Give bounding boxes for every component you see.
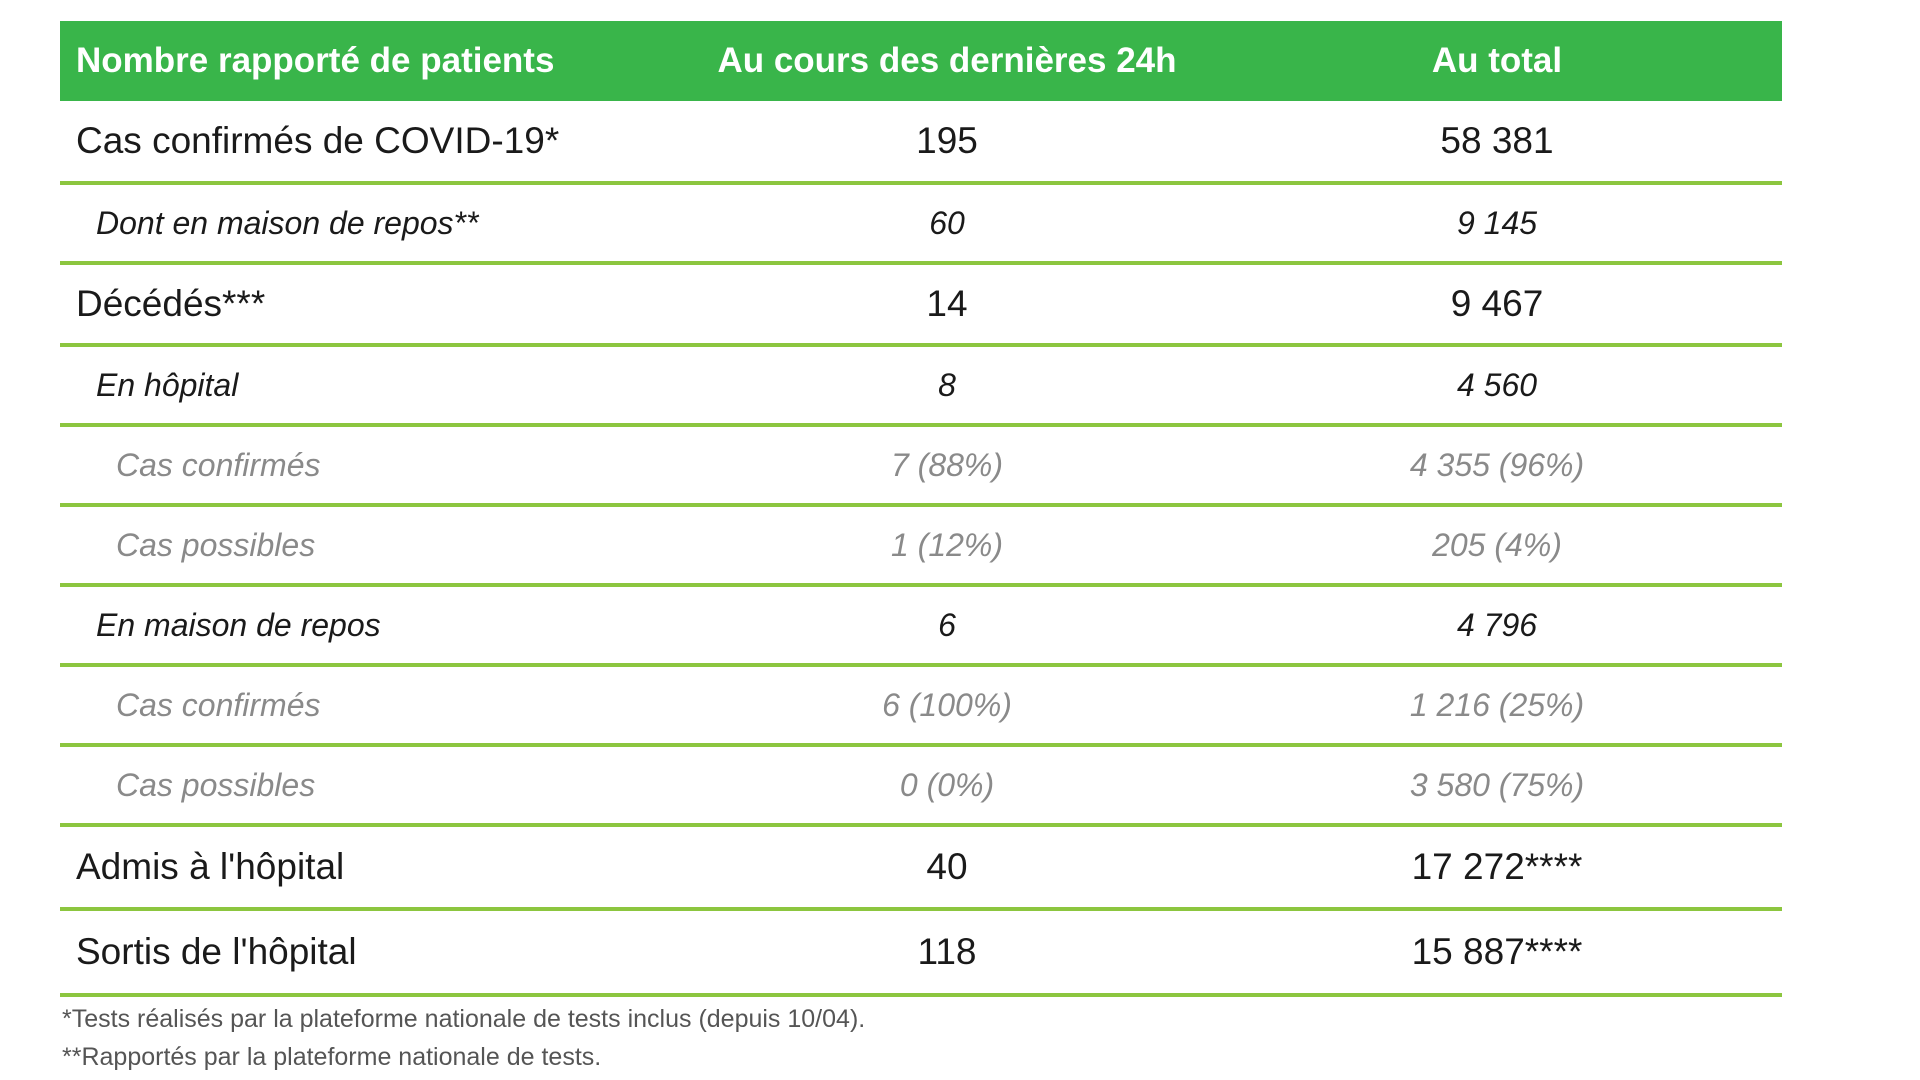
header-total: Au total (1431, 41, 1563, 80)
footnote-line: *Tests réalisés par la plateforme nation… (62, 1005, 866, 1033)
row-label: Admis à l'hôpital (60, 825, 682, 911)
table-row: Cas confirmés de COVID-19* 195 58 381 (60, 101, 1782, 185)
table-row: Cas possibles 0 (0%) 3 580 (75%) (60, 745, 1782, 827)
row-label: Sortis de l'hôpital (60, 909, 682, 997)
row-label: Cas confirmés (60, 425, 682, 507)
header-patients: Nombre rapporté de patients (76, 41, 555, 80)
row-total-value: 15 887**** (1212, 909, 1782, 997)
row-last-24h-value: 6 (100%) (682, 665, 1212, 747)
footnotes: *Tests réalisés par la plateforme nation… (62, 1000, 1782, 1076)
table-row: Décédés*** 14 9 467 (60, 263, 1782, 347)
row-total-value: 17 272**** (1212, 825, 1782, 911)
row-last-24h-value: 195 (682, 101, 1212, 185)
table-row: Cas confirmés 7 (88%) 4 355 (96%) (60, 425, 1782, 507)
table-row: Admis à l'hôpital 40 17 272**** (60, 825, 1782, 911)
row-label: Cas confirmés (60, 665, 682, 747)
row-label: Dont en maison de repos** (60, 183, 682, 265)
row-label: En hôpital (60, 345, 682, 427)
row-label: Décédés*** (60, 263, 682, 347)
table-row: Dont en maison de repos** 60 9 145 (60, 183, 1782, 265)
row-total-value: 1 216 (25%) (1212, 665, 1782, 747)
table-row: Cas confirmés 6 (100%) 1 216 (25%) (60, 665, 1782, 747)
header-row: Nombre rapporté de patients Au cours des… (60, 21, 1782, 101)
row-last-24h-value: 7 (88%) (682, 425, 1212, 507)
row-label: Cas possibles (60, 505, 682, 587)
row-last-24h-value: 6 (682, 585, 1212, 667)
table-row: En maison de repos 6 4 796 (60, 585, 1782, 667)
row-total-value: 58 381 (1212, 101, 1782, 185)
row-total-value: 9 467 (1212, 263, 1782, 347)
table-row: Sortis de l'hôpital 118 15 887**** (60, 909, 1782, 997)
row-total-value: 9 145 (1212, 183, 1782, 265)
row-total-value: 4 355 (96%) (1212, 425, 1782, 507)
row-total-value: 205 (4%) (1212, 505, 1782, 587)
row-last-24h-value: 40 (682, 825, 1212, 911)
header-last-24h: Au cours des dernières 24h (717, 41, 1177, 80)
row-last-24h-value: 118 (682, 909, 1212, 997)
covid-stats-table: Nombre rapporté de patients Au cours des… (60, 21, 1782, 997)
row-last-24h-value: 14 (682, 263, 1212, 347)
table-body: Cas confirmés de COVID-19* 195 58 381 Dont … (60, 101, 1782, 997)
row-total-value: 4 796 (1212, 585, 1782, 667)
table-header: Nombre rapporté de patients Au cours des… (60, 21, 1782, 101)
row-total-value: 3 580 (75%) (1212, 745, 1782, 827)
footnote-line: **Rapportés par la plateforme nationale … (62, 1043, 602, 1071)
row-last-24h-value: 8 (682, 345, 1212, 427)
row-last-24h-value: 0 (0%) (682, 745, 1212, 827)
table-row: Cas possibles 1 (12%) 205 (4%) (60, 505, 1782, 587)
table-row: En hôpital 8 4 560 (60, 345, 1782, 427)
row-label: Cas possibles (60, 745, 682, 827)
row-label: En maison de repos (60, 585, 682, 667)
row-label: Cas confirmés de COVID-19* (60, 101, 682, 185)
row-total-value: 4 560 (1212, 345, 1782, 427)
row-last-24h-value: 1 (12%) (682, 505, 1212, 587)
row-last-24h-value: 60 (682, 183, 1212, 265)
